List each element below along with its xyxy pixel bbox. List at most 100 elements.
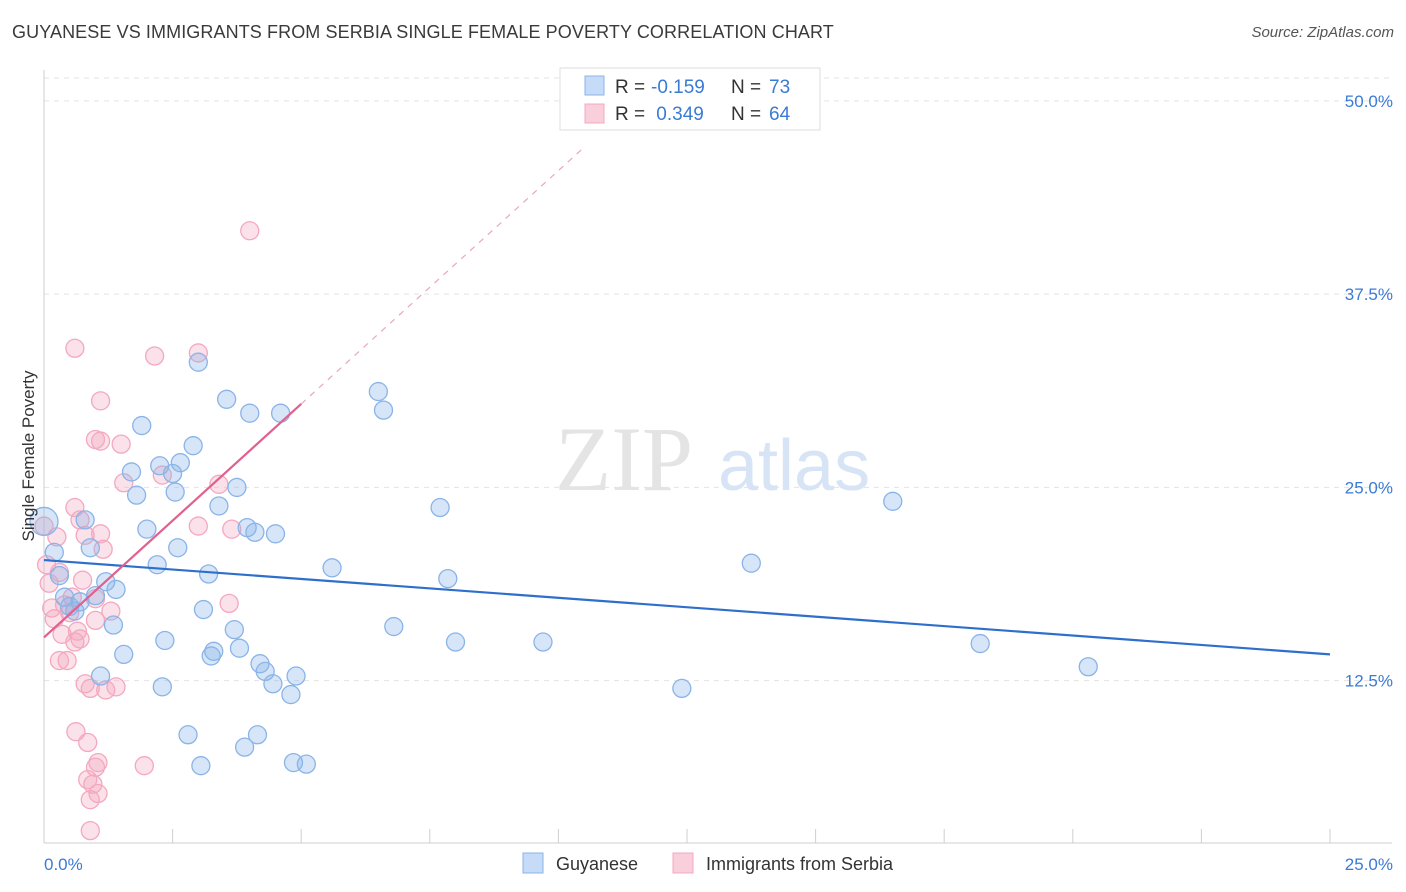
serbia-point-52 bbox=[240, 221, 260, 241]
chart-title: GUYANESE VS IMMIGRANTS FROM SERBIA SINGL… bbox=[12, 22, 834, 42]
guyanese-point-47 bbox=[263, 674, 283, 694]
serbia-point-37 bbox=[90, 524, 111, 544]
serbia-points bbox=[34, 221, 260, 841]
guyanese-point-7 bbox=[75, 510, 95, 530]
guyanese-point-16 bbox=[126, 485, 147, 505]
legend-r-value-2: 0.349 bbox=[651, 104, 704, 125]
source-credit: Source: ZipAtlas.com bbox=[1251, 24, 1394, 41]
guyanese-point-28 bbox=[183, 436, 203, 456]
serbia-point-36 bbox=[90, 431, 111, 451]
bottom-label-guyanese: Guyanese bbox=[556, 854, 638, 874]
guyanese-point-12 bbox=[103, 615, 124, 635]
serbia-point-43 bbox=[114, 473, 134, 493]
guyanese-point-64 bbox=[883, 491, 903, 511]
guyanese-point-14 bbox=[114, 644, 134, 665]
guyanese-trend-line bbox=[43, 558, 1331, 656]
serbia-trend-extension bbox=[300, 146, 585, 405]
legend-swatch-serbia bbox=[584, 103, 605, 124]
serbia-trend-line bbox=[43, 403, 302, 639]
serbia-point-30 bbox=[85, 610, 106, 631]
guyanese-point-42 bbox=[240, 403, 260, 423]
guyanese-point-40 bbox=[234, 737, 255, 757]
guyanese-point-15 bbox=[121, 462, 142, 482]
bottom-swatch-guyanese bbox=[522, 852, 544, 874]
serbia-point-48 bbox=[188, 516, 208, 536]
y-tick-label-0: 12.5% bbox=[1345, 672, 1393, 691]
y-tick-label-3: 50.0% bbox=[1345, 92, 1393, 111]
guyanese-point-61 bbox=[533, 632, 553, 652]
guyanese-point-35 bbox=[209, 496, 229, 516]
serbia-point-35 bbox=[90, 391, 111, 411]
guyanese-point-9 bbox=[85, 585, 106, 606]
guyanese-point-3 bbox=[54, 587, 75, 607]
x-tick-label-1: 25.0% bbox=[1345, 855, 1393, 874]
legend-n-value-2: 64 bbox=[769, 104, 791, 125]
guyanese-point-44 bbox=[247, 725, 268, 745]
guyanese-point-39 bbox=[229, 638, 250, 658]
guyanese-point-26 bbox=[170, 453, 190, 473]
guyanese-point-60 bbox=[445, 632, 466, 652]
x-tick-label-0: 0.0% bbox=[44, 855, 83, 874]
bottom-swatch-serbia bbox=[672, 852, 694, 874]
guyanese-point-62 bbox=[672, 678, 692, 699]
y-tick-label-1: 25.0% bbox=[1345, 478, 1393, 497]
guyanese-point-66 bbox=[1078, 657, 1098, 677]
serbia-point-34 bbox=[88, 783, 108, 804]
legend-swatch-guyanese bbox=[584, 75, 605, 96]
guyanese-point-17 bbox=[132, 415, 152, 436]
legend-r-label-2: R = bbox=[615, 104, 645, 125]
serbia-point-10 bbox=[57, 650, 77, 671]
serbia-point-17 bbox=[66, 722, 86, 742]
guyanese-point-1 bbox=[44, 542, 64, 563]
guyanese-point-13 bbox=[106, 579, 126, 600]
guyanese-point-0 bbox=[29, 506, 59, 537]
watermark-atlas: atlas bbox=[718, 426, 870, 506]
guyanese-point-54 bbox=[322, 558, 342, 578]
serbia-point-25 bbox=[80, 678, 100, 699]
serbia-point-19 bbox=[70, 629, 90, 649]
guyanese-point-50 bbox=[281, 684, 301, 705]
guyanese-point-8 bbox=[80, 538, 100, 558]
guyanese-point-31 bbox=[193, 599, 214, 620]
serbia-point-7 bbox=[49, 650, 70, 671]
serbia-point-50 bbox=[219, 593, 239, 614]
serbia-point-13 bbox=[65, 497, 85, 518]
guyanese-points bbox=[29, 352, 1098, 776]
guyanese-point-59 bbox=[438, 568, 458, 589]
legend-n-label-2: N = bbox=[731, 104, 761, 125]
serbia-point-27 bbox=[80, 820, 100, 841]
guyanese-point-32 bbox=[198, 564, 219, 584]
serbia-point-26 bbox=[80, 790, 100, 810]
guyanese-point-48 bbox=[265, 524, 286, 544]
gridlines bbox=[44, 77, 1392, 682]
guyanese-point-55 bbox=[368, 381, 389, 402]
trend-lines bbox=[43, 146, 1331, 656]
guyanese-point-34 bbox=[204, 641, 224, 661]
guyanese-point-29 bbox=[188, 352, 208, 372]
serbia-point-45 bbox=[144, 346, 165, 366]
x-tick-labels: 0.0% 25.0% bbox=[44, 855, 1393, 874]
guyanese-point-58 bbox=[430, 497, 450, 518]
guyanese-point-2 bbox=[49, 565, 70, 586]
serbia-point-16 bbox=[65, 338, 85, 358]
guyanese-point-18 bbox=[137, 519, 157, 539]
serbia-point-20 bbox=[72, 570, 93, 590]
y-tick-labels: 12.5% 25.0% 37.5% 50.0% bbox=[1345, 92, 1393, 691]
serbia-point-44 bbox=[134, 756, 154, 776]
guyanese-point-27 bbox=[178, 725, 198, 745]
serbia-point-51 bbox=[222, 519, 242, 539]
guyanese-point-56 bbox=[373, 400, 394, 420]
y-axis-title: Single Female Poverty bbox=[19, 370, 38, 542]
legend-r-label-1: R = bbox=[615, 77, 645, 98]
guyanese-point-19 bbox=[147, 555, 167, 575]
legend-n-value-1: 73 bbox=[769, 77, 790, 98]
guyanese-point-57 bbox=[384, 616, 404, 637]
legend-r-value-1: -0.159 bbox=[651, 77, 705, 98]
y-tick-label-2: 37.5% bbox=[1345, 285, 1393, 304]
guyanese-point-43 bbox=[245, 522, 265, 542]
guyanese-point-30 bbox=[191, 756, 211, 776]
watermark: ZIP atlas bbox=[555, 408, 870, 510]
guyanese-point-24 bbox=[165, 482, 185, 502]
serbia-point-42 bbox=[111, 434, 131, 454]
serbia-point-23 bbox=[78, 732, 98, 753]
